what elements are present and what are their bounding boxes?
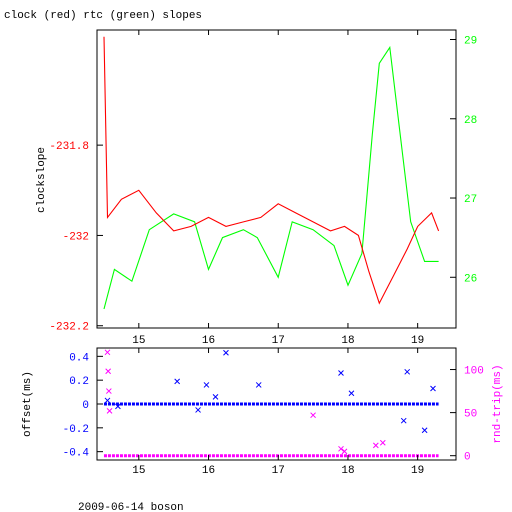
rnd-trip-point (341, 448, 348, 455)
rnd-trip-point (372, 442, 379, 449)
bottom-y-tick-label: 0.2 (69, 376, 89, 388)
bottom-x-tick-label: 19 (411, 465, 424, 477)
top-x-tick-label: 19 (411, 335, 424, 347)
offset-point (421, 427, 428, 434)
top-y-axis-label: clockslope (36, 147, 48, 213)
top-x-tick-label: 18 (341, 335, 354, 347)
bottom-x-tick-label: 15 (132, 465, 145, 477)
bottom-y2-tick-label: 0 (464, 452, 471, 464)
top-y2-tick-label: 28 (464, 115, 477, 127)
top-plot-frame (96, 29, 457, 329)
bottom-y-tick-label: 0.4 (69, 352, 89, 364)
offset-point (104, 397, 111, 404)
rnd-trip-point (338, 445, 344, 452)
rnd-trip-series (103, 349, 439, 458)
offset-point (115, 403, 121, 410)
footer-label: 2009-06-14 boson (78, 502, 184, 512)
top-y-tick-label: -232 (63, 231, 89, 243)
bottom-right-y-axis: 0 50 100 (450, 366, 484, 464)
offset-point (212, 393, 219, 400)
bottom-y-tick-label: -0.4 (63, 448, 90, 460)
bottom-x-tick-label: 16 (202, 465, 215, 477)
rnd-trip-point (106, 408, 113, 414)
rnd-trip-axis-label: rnd-trip(ms) (492, 364, 504, 443)
offset-point (223, 349, 229, 356)
rnd-trip-point (105, 368, 112, 375)
rnd-trip-point (105, 388, 112, 394)
top-right-y-axis: 26 27 28 29 (450, 36, 477, 285)
offset-point (430, 385, 436, 392)
rnd-trip-point (310, 412, 316, 419)
top-y2-tick-label: 29 (464, 36, 477, 48)
offset-series (103, 349, 439, 434)
bottom-x-tick-label: 17 (272, 465, 285, 477)
top-y2-tick-label: 26 (464, 273, 477, 285)
chart-title: clock (red) rtc (green) slopes (4, 10, 202, 22)
offset-point (255, 382, 262, 388)
top-y2-tick-label: 27 (464, 194, 477, 206)
bottom-y-tick-label: 0 (82, 400, 89, 412)
offset-axis-label: offset(ms) (22, 371, 34, 437)
bottom-x-axis: 15 16 17 18 19 (132, 348, 424, 477)
top-x-axis: 15 16 17 18 19 (132, 30, 424, 347)
offset-point (174, 378, 181, 385)
top-y-tick-label: -232.2 (49, 322, 89, 334)
top-left-y-axis: -231.8 -232 -232.2 (49, 141, 103, 334)
top-x-tick-label: 16 (202, 335, 215, 347)
bottom-y2-tick-label: 100 (464, 366, 484, 378)
top-x-tick-label: 15 (132, 335, 145, 347)
offset-point (400, 417, 407, 424)
bottom-y2-tick-label: 50 (464, 409, 477, 421)
top-x-tick-label: 17 (272, 335, 285, 347)
offset-point (348, 390, 355, 397)
rnd-trip-point (104, 349, 111, 356)
rtc-line (103, 45, 439, 310)
offset-point (203, 382, 210, 388)
rtc-series (103, 45, 439, 310)
offset-point (195, 407, 201, 413)
bottom-y-tick-label: -0.2 (63, 424, 89, 436)
top-y-tick-label: -231.8 (49, 141, 89, 153)
bottom-x-tick-label: 18 (341, 465, 354, 477)
clock-line (103, 36, 440, 305)
clock-series (103, 36, 440, 305)
bottom-left-y-axis: 0.4 0.2 0 -0.2 -0.4 (63, 352, 103, 460)
rnd-trip-point (379, 439, 386, 446)
offset-point (404, 368, 411, 375)
offset-point (338, 370, 344, 376)
